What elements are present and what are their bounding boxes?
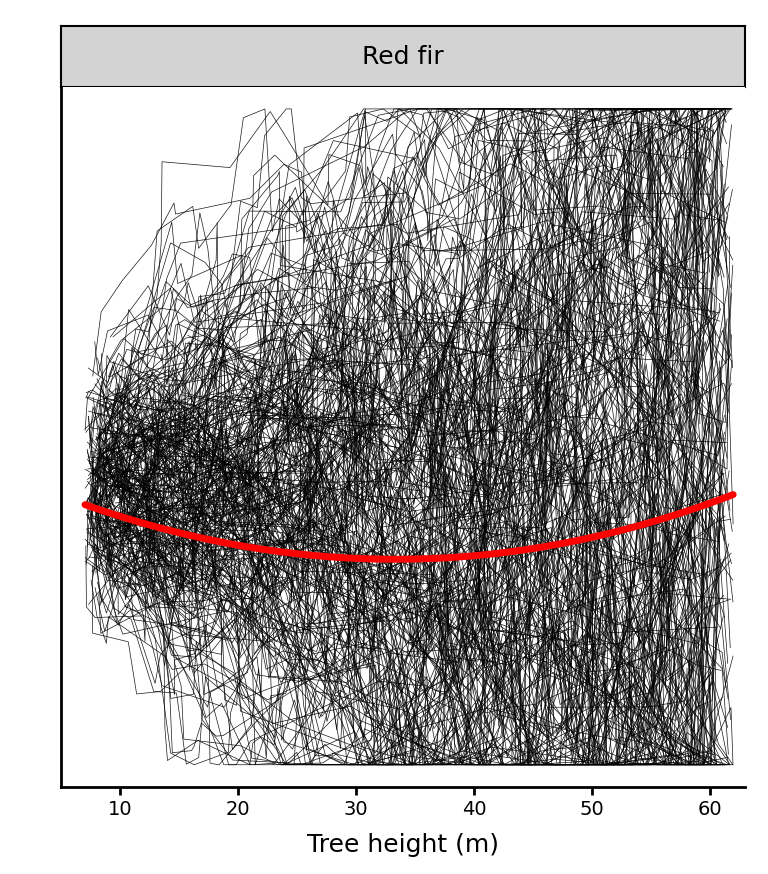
- X-axis label: Tree height (m): Tree height (m): [307, 834, 499, 857]
- Text: Red fir: Red fir: [362, 45, 444, 69]
